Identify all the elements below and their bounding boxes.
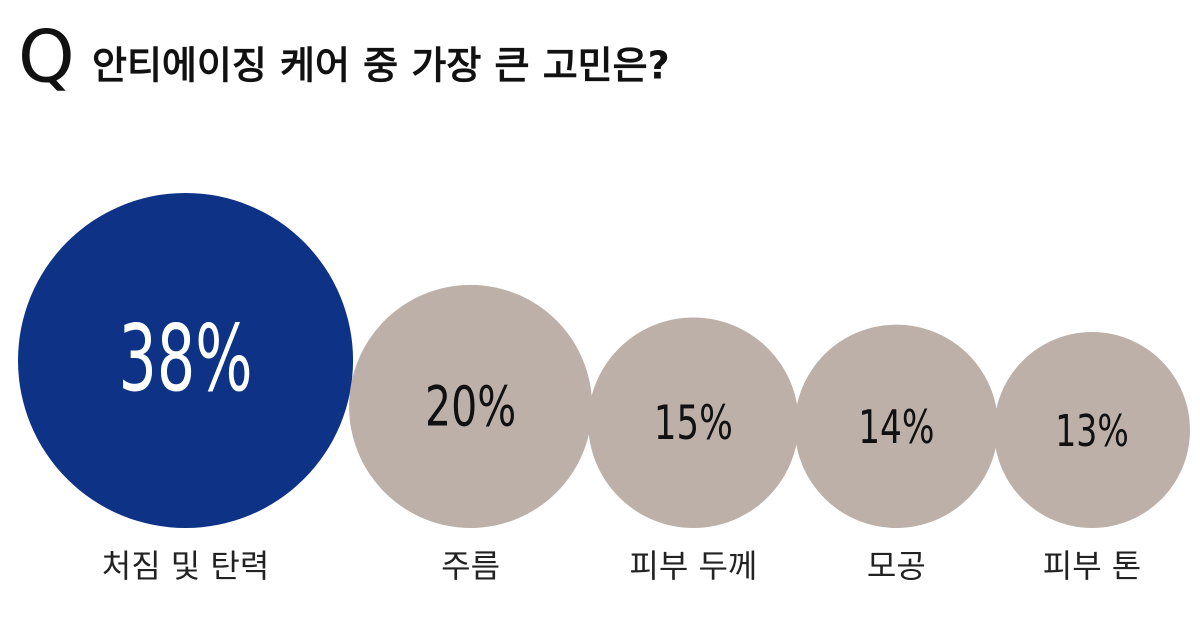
value-label: 14% (858, 400, 934, 454)
question-mark: Q (18, 15, 75, 99)
value-label: 38% (119, 305, 253, 412)
category-label: 모공 (867, 547, 926, 585)
value-label: 13% (1055, 406, 1128, 457)
category-label: 피부 톤 (1043, 547, 1142, 585)
category-label: 주름 (441, 547, 500, 585)
bubble (994, 332, 1190, 528)
bubble (349, 284, 593, 528)
value-label: 15% (654, 396, 733, 451)
category-label: 처짐 및 탄력 (102, 547, 270, 585)
bubble (794, 324, 999, 528)
category-label: 피부 두께 (629, 547, 757, 585)
chart-title: 안티에이징 케어 중 가장 큰 고민은? (92, 44, 670, 88)
bubble (588, 317, 799, 528)
value-label: 20% (425, 375, 516, 439)
bubble (18, 192, 354, 528)
